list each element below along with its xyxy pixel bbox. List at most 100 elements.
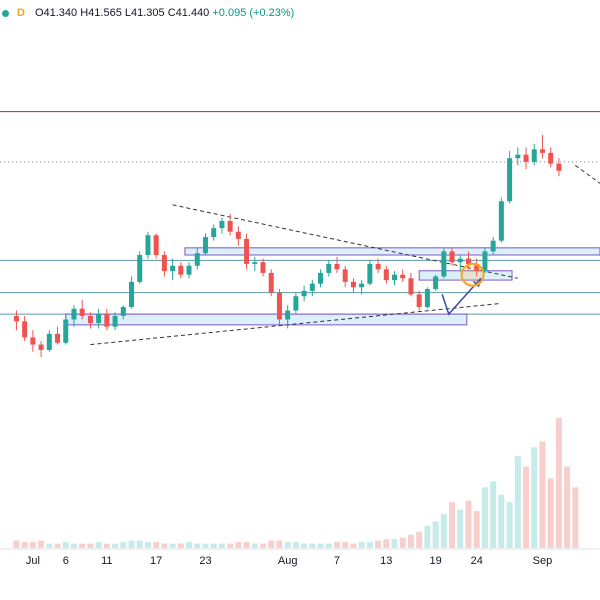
volume-bar [490, 481, 497, 548]
candle-body [137, 255, 143, 282]
volume-bar [218, 543, 225, 548]
candle-body [202, 237, 208, 254]
volume-bar [161, 543, 168, 548]
candle-body [71, 308, 77, 320]
time-axis-label: Jul [26, 555, 40, 567]
volume-bar [62, 542, 69, 548]
candle-body [87, 315, 93, 324]
candle-body [46, 333, 52, 350]
volume-bar [424, 525, 431, 548]
volume-bar [506, 502, 513, 548]
candle-body [539, 149, 545, 153]
candle-body [531, 149, 537, 162]
volume-bar [572, 487, 579, 548]
candle-body [161, 255, 167, 272]
volume-bar [473, 511, 480, 548]
volume-bar [375, 540, 382, 548]
close-value: C41.440 [167, 7, 210, 19]
candle-body [194, 253, 200, 266]
candle-body [474, 263, 480, 272]
candle-body [342, 269, 348, 282]
volume-bar [564, 466, 571, 548]
candle-body [416, 294, 422, 307]
candle-body [392, 274, 398, 281]
volume-bar [21, 542, 28, 548]
volume-bar [46, 543, 53, 548]
volume-bar [13, 540, 20, 548]
candle-body [244, 238, 250, 264]
candle-body [96, 314, 102, 324]
candle-body [129, 281, 135, 307]
volume-bar [333, 542, 340, 548]
volume-bar [194, 543, 201, 548]
volume-bar [342, 542, 349, 548]
candle-body [449, 251, 455, 263]
time-axis-label: 6 [63, 555, 69, 567]
volume-bar [539, 441, 546, 548]
time-axis-label: Aug [278, 555, 298, 567]
volume-bar [301, 543, 308, 548]
volume-bar [350, 543, 357, 548]
volume-bar [284, 542, 291, 548]
candle-body [104, 314, 110, 327]
volume-bar [186, 542, 193, 548]
volume-bar [70, 543, 77, 548]
candle-body [293, 296, 299, 311]
volume-bar [383, 539, 390, 548]
time-axis-label: 23 [199, 555, 211, 567]
candle-body [523, 154, 529, 162]
volume-bar [120, 542, 127, 548]
highlight-circle [460, 262, 485, 287]
candle-body [13, 315, 19, 322]
volume-bar [95, 542, 102, 548]
candle-body [507, 158, 513, 202]
candle-body [186, 265, 192, 275]
candle-body [285, 310, 291, 320]
volume-bar [54, 543, 61, 548]
interval-label[interactable]: D [17, 7, 25, 19]
trend-line [575, 165, 600, 184]
candle-body [235, 231, 241, 239]
candle-body [367, 263, 373, 284]
candle-body [252, 262, 258, 264]
volume-bar [481, 487, 488, 548]
time-axis-label: 11 [101, 555, 112, 567]
volume-bar [366, 542, 373, 548]
candle-body [219, 220, 225, 229]
candle-body [350, 281, 356, 288]
time-axis-label: 24 [471, 555, 483, 567]
time-axis-label: 19 [429, 555, 441, 567]
candle-body [441, 251, 447, 277]
candle-body [63, 319, 69, 343]
candle-body [498, 201, 504, 241]
candle-body [408, 278, 414, 295]
candle-body [268, 272, 274, 293]
volume-bar [440, 513, 447, 548]
candle-body [301, 290, 307, 297]
volume-bar [416, 531, 423, 548]
ohlc-legend: D O41.340 H41.565 L41.305 C41.440 +0.095… [0, 4, 294, 22]
candle-body [375, 263, 381, 270]
candle-body [153, 235, 159, 255]
volume-bar [128, 540, 135, 548]
candle-body [556, 163, 562, 171]
candle-body [112, 315, 118, 327]
change-value: +0.095 (+0.23%) [212, 7, 295, 19]
support-resistance-zone [418, 270, 513, 281]
candle-body [424, 289, 430, 307]
candle-body [433, 276, 439, 290]
market-status-dot [2, 9, 9, 17]
candle-body [260, 262, 266, 273]
volume-bar [169, 543, 176, 548]
candle-body [227, 220, 233, 232]
volume-bar [268, 540, 275, 548]
candle-body [309, 283, 315, 291]
volume-bar [276, 540, 283, 548]
volume-bar [79, 543, 86, 548]
candle-body [490, 240, 496, 252]
volume-bar [547, 478, 554, 548]
volume-bar [177, 543, 184, 548]
candle-body [359, 283, 365, 288]
candle-body [465, 258, 471, 264]
